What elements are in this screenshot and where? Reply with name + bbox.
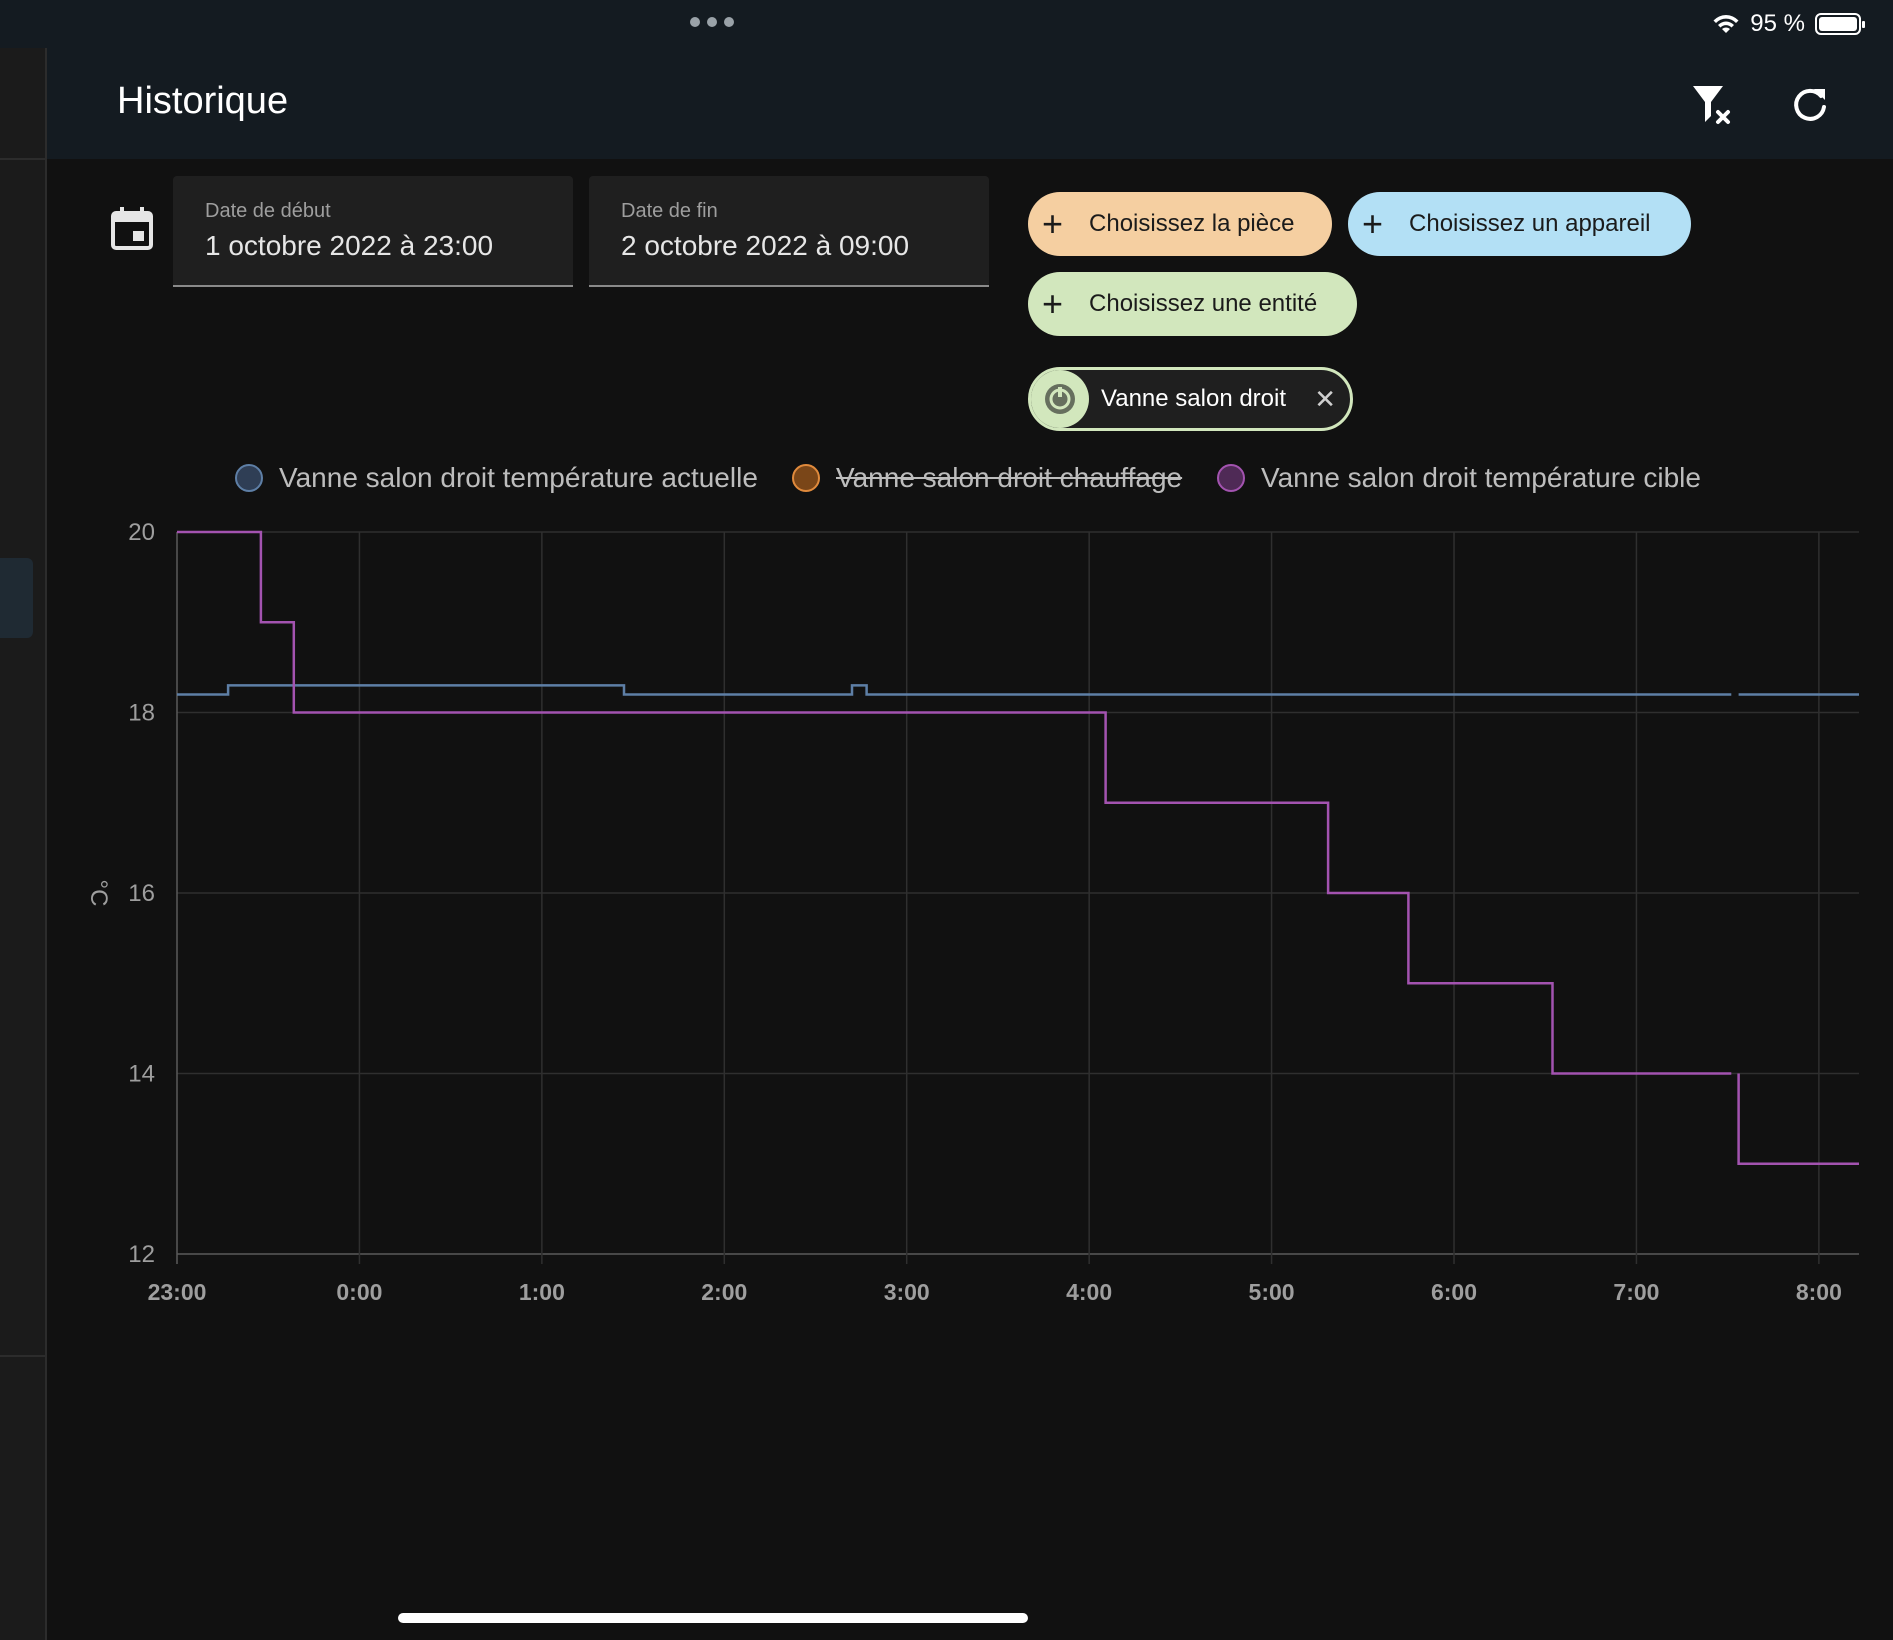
legend-label: Vanne salon droit chauffage: [836, 462, 1183, 493]
remove-device-icon[interactable]: ✕: [1314, 383, 1336, 414]
chart-grid: [176, 531, 1859, 1264]
wifi-icon: [1713, 15, 1739, 33]
choose-room-label: Choisissez la pièce: [1089, 210, 1295, 237]
x-tick-label: 8:00: [1796, 1279, 1842, 1305]
end-date-label: Date de fin: [621, 200, 718, 222]
calendar-icon[interactable]: [110, 205, 154, 256]
sidebar-divider: [0, 1355, 45, 1357]
legend-label: Vanne salon droit température actuelle: [279, 462, 758, 493]
y-axis-label: °C: [85, 880, 112, 907]
refresh-icon: [1794, 88, 1826, 121]
sidebar-divider: [0, 158, 45, 160]
selected-device-name: Vanne salon droit: [1101, 385, 1287, 412]
legend-swatch: [235, 464, 263, 492]
start-date-field[interactable]: Date de début 1 octobre 2022 à 23:00: [173, 176, 573, 287]
y-tick-label: 14: [128, 1061, 155, 1088]
series-line-current-temperature: [177, 684, 1732, 696]
legend-item-target-temperature[interactable]: Vanne salon droit température cible: [1217, 462, 1701, 494]
series-line-target-temperature: [177, 530, 1732, 1075]
start-date-label: Date de début: [205, 200, 331, 222]
x-tick-label: 0:00: [336, 1279, 382, 1305]
start-date-value: 1 octobre 2022 à 23:00: [205, 230, 494, 261]
x-tick-label: 2:00: [701, 1279, 747, 1305]
y-tick-label: 18: [128, 700, 155, 727]
choose-device-label: Choisissez un appareil: [1409, 210, 1651, 237]
choose-room-button[interactable]: + Choisissez la pièce: [1028, 192, 1332, 256]
x-tick-label: 23:00: [148, 1279, 207, 1305]
legend-label: Vanne salon droit température cible: [1261, 462, 1701, 493]
x-tick-label: 6:00: [1431, 1279, 1477, 1305]
battery-percentage: 95 %: [1750, 10, 1805, 37]
y-tick-label: 12: [128, 1241, 155, 1268]
choose-entity-label: Choisissez une entité: [1089, 290, 1318, 317]
app-bar: Historique: [47, 48, 1893, 159]
status-indicators: 95 %: [1712, 10, 1865, 38]
clear-filter-button[interactable]: [1690, 82, 1736, 128]
status-bar: 95 %: [0, 0, 1893, 48]
plus-icon: +: [1042, 203, 1064, 244]
radiator-valve-icon: [1045, 384, 1075, 414]
sidebar: [0, 48, 47, 1640]
chart-legend: Vanne salon droit température actuelle V…: [0, 462, 1893, 506]
device-avatar: [1031, 370, 1089, 428]
refresh-button[interactable]: [1787, 82, 1833, 128]
filter-remove-icon: [1693, 86, 1730, 124]
x-tick-label: 3:00: [884, 1279, 930, 1305]
choose-entity-button[interactable]: + Choisissez une entité: [1028, 272, 1357, 336]
multitasking-dots-icon[interactable]: [690, 17, 734, 27]
y-tick-label: 16: [128, 880, 155, 907]
chart-axes: 12 14 16 18 20 23:00 0:00 1:00 2:00 3:00 4:00 5:00 6…: [128, 519, 1842, 1305]
plus-icon: +: [1042, 283, 1064, 324]
selected-device-chip[interactable]: Vanne salon droit ✕: [1028, 367, 1353, 431]
x-tick-label: 5:00: [1249, 1279, 1295, 1305]
page-title: Historique: [117, 80, 289, 122]
chart-series: [177, 530, 1859, 1166]
plus-icon: +: [1362, 203, 1384, 244]
legend-swatch: [792, 464, 820, 492]
end-date-field[interactable]: Date de fin 2 octobre 2022 à 09:00: [589, 176, 989, 287]
end-date-value: 2 octobre 2022 à 09:00: [621, 230, 910, 261]
y-tick-label: 20: [128, 519, 155, 546]
x-tick-label: 1:00: [519, 1279, 565, 1305]
x-tick-label: 4:00: [1066, 1279, 1112, 1305]
series-line-target-temperature: [1737, 1073, 1859, 1166]
legend-item-heating[interactable]: Vanne salon droit chauffage: [792, 462, 1182, 494]
legend-swatch: [1217, 464, 1245, 492]
choose-device-button[interactable]: + Choisissez un appareil: [1348, 192, 1691, 256]
x-tick-label: 7:00: [1613, 1279, 1659, 1305]
battery-icon: [1815, 13, 1865, 35]
home-indicator: [398, 1613, 1028, 1623]
sidebar-item-selected[interactable]: [0, 558, 33, 638]
legend-item-current-temperature[interactable]: Vanne salon droit température actuelle: [235, 462, 758, 494]
